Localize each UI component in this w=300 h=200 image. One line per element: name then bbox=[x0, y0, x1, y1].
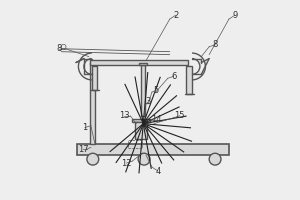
Bar bbox=[90, 62, 95, 144]
Bar bbox=[128, 140, 142, 148]
Text: 8: 8 bbox=[212, 40, 218, 49]
Text: 17: 17 bbox=[78, 145, 88, 154]
Text: 14: 14 bbox=[151, 115, 161, 124]
Text: 13: 13 bbox=[119, 111, 130, 120]
Circle shape bbox=[209, 153, 221, 165]
Text: 8: 8 bbox=[57, 44, 62, 53]
Bar bbox=[132, 119, 150, 122]
Bar bbox=[135, 122, 147, 139]
Text: 5: 5 bbox=[153, 86, 158, 95]
Bar bbox=[187, 66, 192, 94]
Text: 12: 12 bbox=[121, 159, 132, 168]
Text: 6: 6 bbox=[171, 72, 176, 81]
Bar bbox=[141, 64, 146, 116]
Text: 1: 1 bbox=[82, 123, 88, 132]
Bar bbox=[139, 63, 147, 65]
Text: 4: 4 bbox=[155, 166, 160, 176]
Text: 3: 3 bbox=[145, 97, 151, 106]
Text: 2: 2 bbox=[173, 11, 178, 20]
Circle shape bbox=[87, 153, 99, 165]
Circle shape bbox=[138, 153, 150, 165]
Bar bbox=[90, 60, 188, 64]
Text: 15: 15 bbox=[174, 111, 185, 120]
Text: 9: 9 bbox=[232, 11, 237, 20]
Bar bbox=[92, 66, 97, 90]
Bar bbox=[77, 144, 229, 155]
